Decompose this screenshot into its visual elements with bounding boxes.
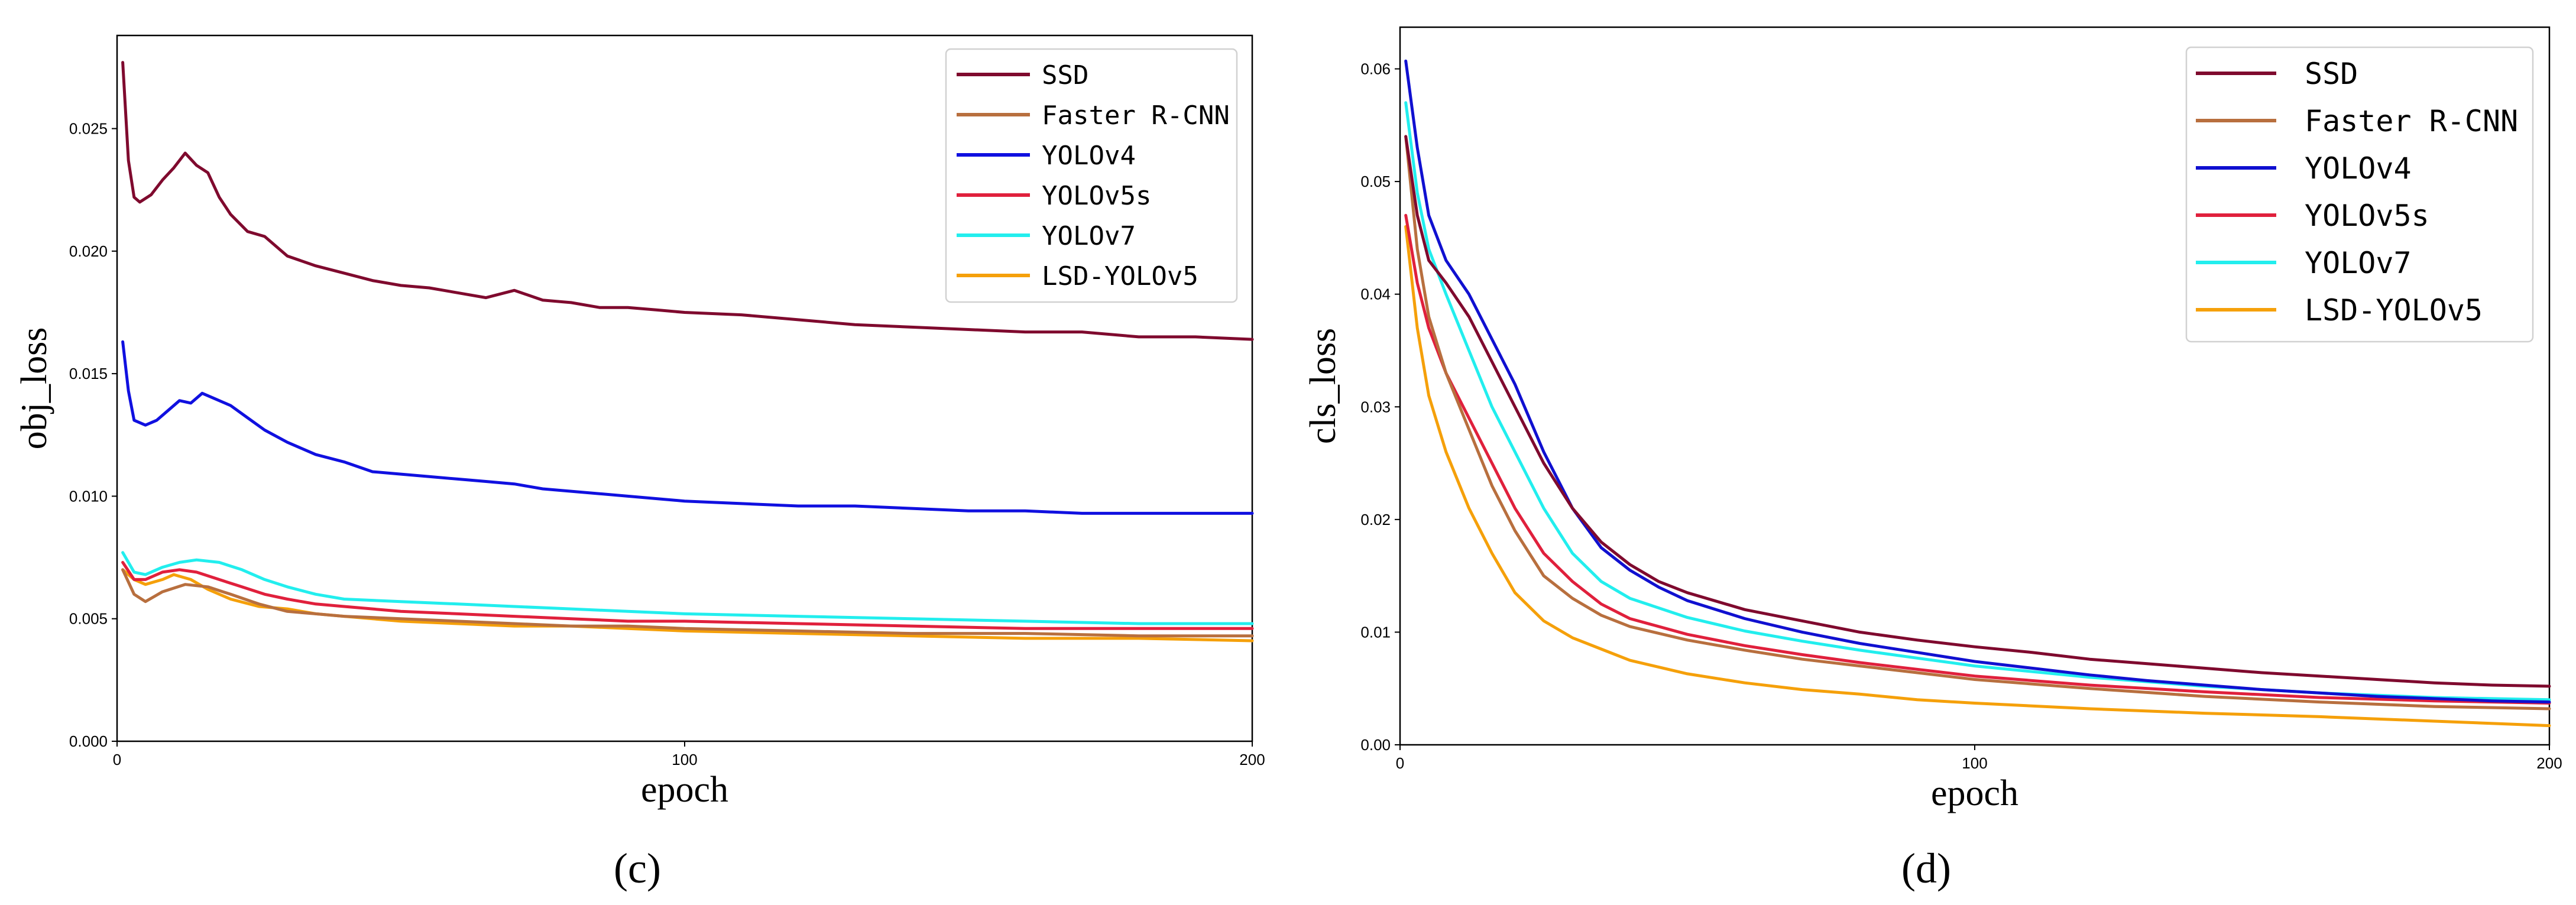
y-tick-label: 0.04 (1360, 286, 1391, 303)
series-line-yolov7 (121, 551, 1254, 625)
series-lines (1404, 59, 2551, 728)
x-tick-label: 100 (672, 751, 697, 768)
legend-label: LSD-YOLOv5 (1042, 261, 1198, 291)
y-tick-label: 0.010 (69, 487, 108, 505)
x-tick-label: 200 (2536, 754, 2562, 772)
series-line-lsd-yolov5 (1404, 225, 2551, 728)
legend: SSD Faster R-CNN YOLOv4 YOLOv5s YOLOv7 LSD-YO… (2185, 46, 2534, 343)
legend-label: SSD (2305, 57, 2358, 91)
legend-label: Faster R-CNN (1042, 100, 1230, 131)
y-tick-label: 0.02 (1360, 511, 1391, 528)
panel-label: (d) (1901, 845, 1951, 892)
y-tick-label: 0.000 (69, 732, 108, 750)
y-tick-label: 0.05 (1360, 173, 1391, 190)
legend-label: YOLOv4 (2305, 151, 2412, 186)
legend-label: LSD-YOLOv5 (2305, 293, 2483, 327)
legend-label: YOLOv4 (1042, 141, 1136, 171)
panel-label: (c) (614, 845, 661, 892)
legend: SSD Faster R-CNN YOLOv4 YOLOv5s YOLOv7 LSD-YO… (945, 48, 1238, 303)
x-axis-ticks: 0 100 200 (1396, 745, 2562, 772)
y-axis-ticks: 0.00 0.01 0.02 0.03 0.04 0.05 0.06 (1360, 60, 1400, 754)
series-lines (121, 61, 1254, 643)
legend-label: YOLOv5s (2305, 199, 2429, 233)
y-tick-label: 0.01 (1360, 623, 1391, 641)
series-line-yolov5s (1404, 213, 2551, 705)
legend-label: YOLOv7 (1042, 221, 1136, 251)
y-tick-label: 0.025 (69, 120, 108, 138)
y-tick-label: 0.06 (1360, 60, 1391, 78)
legend-label: Faster R-CNN (2305, 104, 2518, 138)
series-line-yolov5s (121, 560, 1254, 630)
x-axis-ticks: 0 100 200 (113, 741, 1265, 768)
series-line-faster-r-cnn (121, 568, 1254, 638)
series-line-yolov4 (121, 340, 1254, 515)
legend-label: YOLOv5s (1042, 181, 1151, 211)
legend-box (945, 48, 1238, 303)
x-axis-label: epoch (1931, 773, 2018, 813)
legend-label: YOLOv7 (2305, 246, 2412, 280)
series-line-yolov4 (1404, 59, 2551, 704)
series-line-faster-r-cnn (1404, 135, 2551, 711)
y-tick-label: 0.005 (69, 610, 108, 628)
x-tick-label: 0 (113, 751, 121, 768)
y-tick-label: 0.03 (1360, 398, 1391, 416)
y-axis-ticks: 0.000 0.005 0.010 0.015 0.020 0.025 (69, 120, 117, 750)
x-tick-label: 0 (1396, 754, 1404, 772)
y-tick-label: 0.015 (69, 365, 108, 382)
y-axis-label: cls_loss (1303, 328, 1343, 444)
x-tick-label: 200 (1239, 751, 1265, 768)
x-tick-label: 100 (1962, 754, 1987, 772)
y-tick-label: 0.00 (1360, 736, 1391, 754)
chart-panel-c: 0.000 0.005 0.010 0.015 0.020 0.025 0 100 200 S… (14, 34, 1265, 892)
y-tick-label: 0.020 (69, 242, 108, 260)
series-line-ssd (121, 61, 1254, 341)
chart-panel-d: 0.00 0.01 0.02 0.03 0.04 0.05 0.06 0 100 200 SSD… (1303, 26, 2562, 892)
series-line-ssd (1404, 135, 2551, 688)
legend-label: SSD (1042, 60, 1088, 90)
y-axis-label: obj_loss (14, 327, 54, 450)
x-axis-label: epoch (641, 770, 728, 810)
